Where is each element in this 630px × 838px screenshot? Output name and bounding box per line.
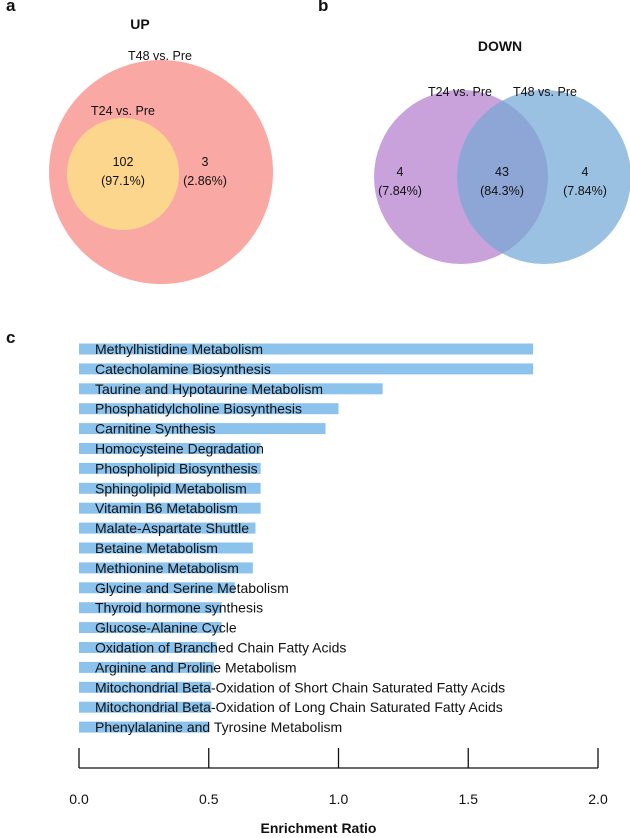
category-label: Sphingolipid Metabolism <box>95 480 247 496</box>
venn-up-title: UP <box>130 16 150 32</box>
x-axis-label: Enrichment Ratio <box>261 820 377 836</box>
category-label: Phospholipid Biosynthesis <box>95 460 258 476</box>
x-tick-label: 1.5 <box>459 791 479 807</box>
x-tick-label: 2.0 <box>588 791 608 807</box>
x-axis: 0.0 0.5 1.0 1.5 2.0 Enrichment Ratio <box>69 748 608 836</box>
venn-down-diagram <box>374 90 630 264</box>
bar <box>79 602 222 614</box>
category-label: Mitochondrial Beta-Oxidation of Long Cha… <box>95 699 503 715</box>
bar <box>79 343 534 355</box>
panel-c-letter: c <box>6 328 16 347</box>
venn-up-outer-only-count: 3 (2.86%) <box>175 153 235 191</box>
bars-layer <box>79 343 534 733</box>
bar <box>79 721 209 733</box>
x-tick-label: 1.0 <box>329 791 349 807</box>
bar <box>79 681 212 693</box>
venn-down-overlap <box>457 90 548 264</box>
venn-down-overlap-value: 43 <box>495 165 509 179</box>
category-label: Oxidation of Branched Chain Fatty Acids <box>95 640 346 656</box>
venn-down-left-label: T24 vs. Pre <box>428 85 492 99</box>
category-label: Methionine Metabolism <box>95 560 239 576</box>
venn-down-right-count-pct: (7.84%) <box>563 184 607 198</box>
venn-up-inner-count-pct: (97.1%) <box>101 174 145 188</box>
bar <box>79 423 326 435</box>
bar <box>79 522 256 534</box>
category-label: Carnitine Synthesis <box>95 421 216 437</box>
venn-down-right-label: T48 vs. Pre <box>513 85 577 99</box>
venn-down-right-count-value: 4 <box>581 165 589 179</box>
category-label: Homocysteine Degradation <box>95 441 264 457</box>
bar <box>79 403 339 415</box>
venn-down-left-count: 4 (7.84%) <box>365 163 435 201</box>
bar <box>79 542 253 554</box>
category-label: Glucose-Alanine Cycle <box>95 620 237 636</box>
bar <box>79 502 261 514</box>
venn-up-inner-count-value: 102 <box>112 155 134 169</box>
venn-up-outer-only-pct: (2.86%) <box>183 174 227 188</box>
panel-b-letter: b <box>318 0 329 15</box>
venn-up-inner-circle <box>67 118 179 230</box>
venn-down-overlap-count: 43 (84.3%) <box>467 163 537 201</box>
venn-up-outer-label: T48 vs. Pre <box>128 49 192 63</box>
venn-up-inner-count: 102 (97.1%) <box>83 153 163 191</box>
labels-layer: Methylhistidine Metabolism Catecholamine … <box>95 341 505 735</box>
venn-up-diagram <box>49 60 273 284</box>
panel-a-letter: a <box>6 0 16 15</box>
venn-down-title: DOWN <box>477 38 523 54</box>
bar <box>79 642 217 653</box>
category-label: Vitamin B6 Metabolism <box>95 500 238 516</box>
category-label: Phosphatidylcholine Biosynthesis <box>95 401 302 417</box>
category-label: Catecholamine Biosynthesis <box>95 361 271 377</box>
bar <box>79 443 261 454</box>
category-label: Glycine and Serine Metabolism <box>95 580 289 596</box>
enrichment-bar-chart: Methylhistidine Metabolism Catecholamine … <box>69 341 608 836</box>
bar <box>79 562 253 574</box>
category-label: Methylhistidine Metabolism <box>95 341 263 357</box>
bar <box>79 661 214 673</box>
bar <box>79 462 261 474</box>
venn-down-overlap-pct: (84.3%) <box>480 184 524 198</box>
x-tick-label: 0.5 <box>199 791 219 807</box>
venn-down-left-count-pct: (7.84%) <box>378 184 422 198</box>
category-label: Phenylalanine and Tyrosine Metabolism <box>95 719 342 735</box>
venn-down-right-count: 4 (7.84%) <box>550 163 620 201</box>
venn-up-outer-only-value: 3 <box>201 155 209 169</box>
bar <box>79 701 212 713</box>
bar <box>79 622 222 634</box>
category-label: Arginine and Proline Metabolism <box>95 659 297 675</box>
category-label: Mitochondrial Beta-Oxidation of Short Ch… <box>95 679 505 695</box>
category-label: Thyroid hormone synthesis <box>95 600 263 616</box>
venn-down-left-count-value: 4 <box>396 165 404 179</box>
bar <box>79 383 383 395</box>
bar <box>79 582 235 594</box>
venn-up-inner-label: T24 vs. Pre <box>91 104 155 118</box>
x-tick-label: 0.0 <box>69 791 89 807</box>
bar <box>79 363 534 375</box>
category-label: Taurine and Hypotaurine Metabolism <box>95 381 323 397</box>
category-label: Malate-Aspartate Shuttle <box>95 520 249 536</box>
bar <box>79 482 261 494</box>
category-label: Betaine Metabolism <box>95 540 218 556</box>
